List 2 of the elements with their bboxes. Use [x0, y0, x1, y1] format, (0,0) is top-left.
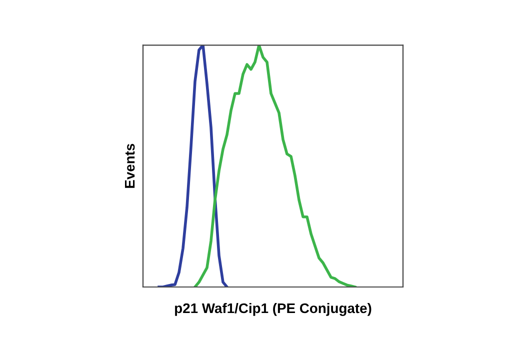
y-axis-title: Events: [125, 144, 135, 188]
x-axis-title: p21 Waf1/Cip1 (PE Conjugate): [175, 302, 372, 316]
